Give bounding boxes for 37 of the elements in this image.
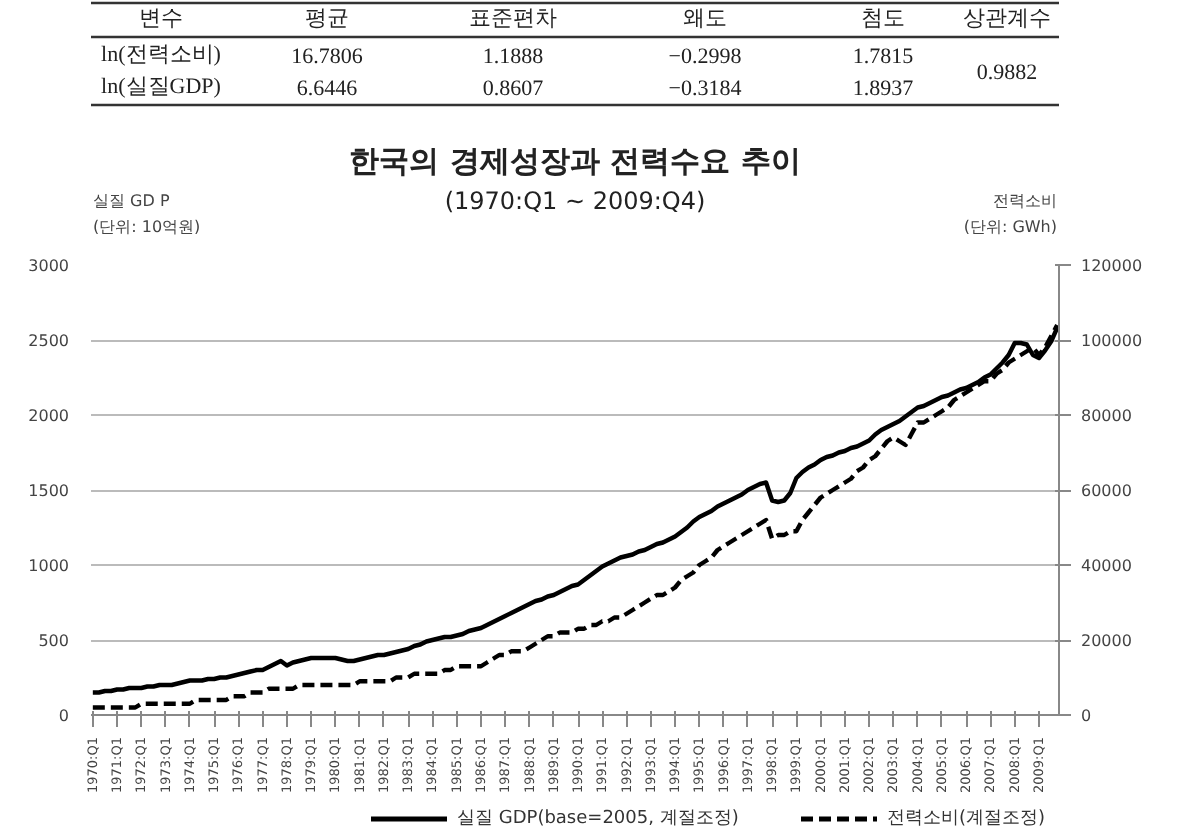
text: 1.8937 [852,77,915,101]
text: 1.7815 [852,45,915,69]
y-tick-label: 0 [58,707,70,725]
y-axis-title: 실질 GD P (단위: 10억원) [93,192,201,236]
y2-axis-title: 전력소비 (단위: GWh) [963,192,1058,236]
text: 첨도 [861,7,905,31]
text: −0.2998 [668,45,743,69]
y-tick-label: 500 [38,632,70,650]
text: 왜도 [683,7,727,31]
y2-tick-label: 120000 [1081,257,1143,275]
text: 변수 [139,7,183,31]
y-tick-label: 1000 [28,557,69,575]
y2-tick-label: 20000 [1081,632,1132,650]
text: 1.1888 [482,45,545,69]
text: ln(전력소비) [101,43,222,67]
y-tick-label: 2000 [28,407,69,425]
text: 상관계수 [963,7,1051,31]
text: 16.7806 [291,45,364,69]
y2-tick-label: 100000 [1081,332,1143,350]
text: 6.6446 [296,77,359,101]
y-tick-label: 3000 [28,257,69,275]
chart-subtitle: (1970:Q1 ~ 2009:Q4) [444,187,706,215]
text: −0.3184 [668,77,743,101]
y2-tick-label: 60000 [1081,482,1132,500]
text: 0.9882 [976,61,1038,85]
text: 0.8607 [482,77,545,101]
chart-title: 한국의 경제성장과 전력수요 추이 [349,143,801,179]
y2-tick-label: 80000 [1081,407,1132,425]
legend-label: 전력소비(계절조정) [887,809,1046,829]
y2-tick-label: 0 [1081,707,1092,725]
text: ln(실질GDP) [101,75,222,99]
text: 표준편차 [469,7,557,31]
legend-label: 실질 GDP(base=2005, 계절조정) [457,809,739,829]
y2-tick-label: 40000 [1081,557,1132,575]
y-tick-label: 1500 [28,482,69,500]
text: 평균 [305,7,349,31]
y-tick-label: 2500 [28,332,69,350]
